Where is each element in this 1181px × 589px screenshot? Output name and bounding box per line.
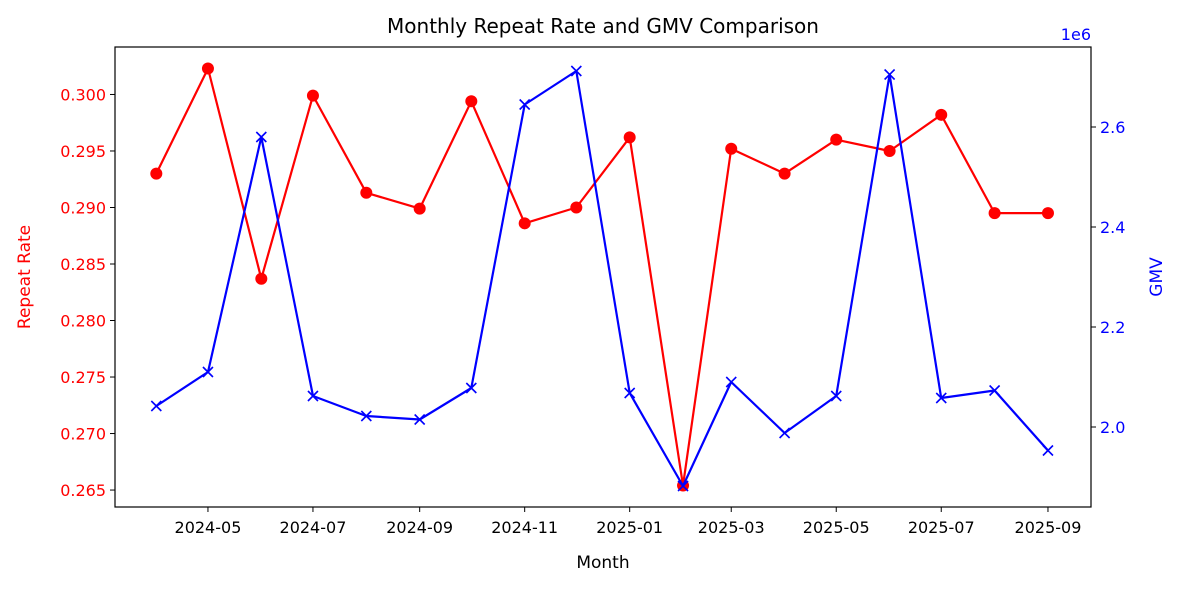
left-y-axis-label: Repeat Rate [15,225,35,329]
repeat-rate-point [201,62,214,75]
repeat-rate-series-line [155,67,1048,487]
left-y-tick-label: 0.265 [60,481,106,500]
repeat-rate-point [725,142,738,155]
gmv-point [150,400,162,412]
left-y-tick-label: 0.280 [60,312,106,331]
gmv-point [465,382,477,394]
plot-area [150,62,1054,492]
axes: 2024-05 2024-07 2024-09 2024-11 2025-01 2025-… [60,85,1125,537]
repeat-rate-point [623,131,636,144]
x-tick-label: 2025-07 [908,518,975,537]
left-y-tick-label: 0.270 [60,425,106,444]
x-tick-label: 2024-09 [386,518,453,537]
x-axis-label: Month [576,553,629,573]
repeat-rate-point [518,217,531,230]
repeat-rate-point [150,167,163,180]
right-y-tick-label: 2.4 [1100,218,1125,237]
x-tick-label: 2024-05 [175,518,242,537]
repeat-rate-point [413,202,426,215]
repeat-rate-point [935,108,948,121]
gmv-point [624,387,636,399]
x-tick-label: 2024-07 [280,518,347,537]
repeat-rate-point [1041,207,1054,220]
repeat-rate-point [306,89,319,102]
right-y-tick-label: 2.6 [1100,118,1125,137]
gmv-point [935,392,947,404]
repeat-rate-point [570,201,583,214]
repeat-rate-point [465,95,478,108]
left-y-tick-label: 0.295 [60,142,106,161]
gmv-point [677,480,689,492]
left-y-tick-label: 0.275 [60,368,106,387]
left-y-tick-label: 0.300 [60,85,106,104]
chart-title: Monthly Repeat Rate and GMV Comparison [387,14,819,38]
x-tick-label: 2025-01 [596,518,663,537]
repeat-rate-point [778,167,791,180]
right-y-tick-label: 2.0 [1100,418,1125,437]
gmv-point [830,390,842,402]
x-tick-label: 2025-09 [1015,518,1082,537]
gmv-point [202,366,214,378]
x-tick-label: 2025-05 [803,518,870,537]
gmv-point [884,68,896,81]
plot-frame [114,46,1092,508]
x-tick-label: 2025-03 [698,518,765,537]
repeat-rate-point [988,207,1001,220]
right-y-axis-label: GMV [1147,257,1167,297]
gmv-point [360,410,372,422]
gmv-point [570,65,582,77]
gmv-point [989,384,1001,397]
right-y-tick-label: 2.2 [1100,318,1125,337]
gmv-point [307,390,319,402]
repeat-rate-point [360,186,373,199]
gmv-point [1042,444,1054,457]
gmv-point [519,98,531,111]
repeat-rate-point [830,133,843,146]
gmv-point [779,427,791,439]
repeat-rate-point [255,272,268,285]
gmv-point [725,376,737,388]
left-y-tick-label: 0.285 [60,255,106,274]
gmv-point [414,413,426,426]
right-axis-offset-text: 1e6 [1061,25,1091,44]
left-y-tick-label: 0.290 [60,198,106,217]
repeat-rate-point [883,144,896,157]
gmv-point [255,131,267,143]
x-tick-label: 2024-11 [491,518,558,537]
gmv-series-line [155,69,1049,488]
